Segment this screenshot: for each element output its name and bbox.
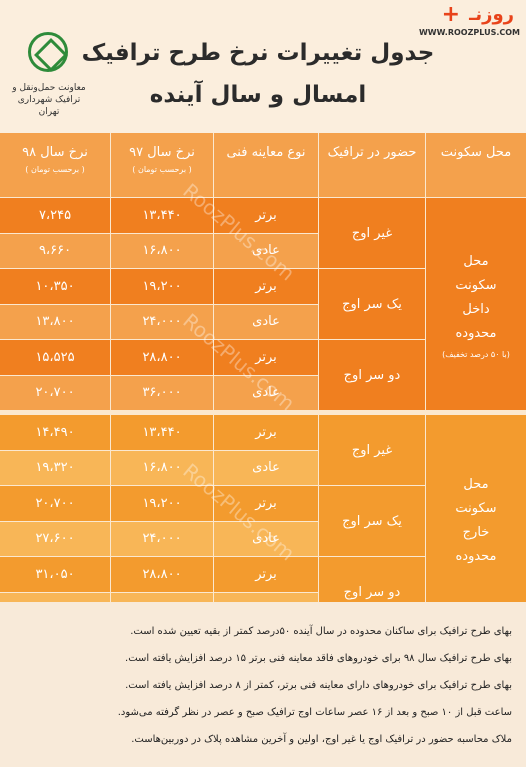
- table-cell-inspection: عادی: [214, 233, 318, 268]
- table-cell-rate97: ۲۴،۰۰۰: [111, 304, 213, 339]
- table-cell-rate97: ۱۳،۴۴۰: [111, 415, 213, 450]
- table-cell-presence: یک سر اوج: [319, 269, 425, 339]
- table-cell-rate98: ۱۹،۳۲۰: [0, 450, 110, 485]
- notes-section: بهای طرح ترافیک برای ساکنان محدوده در سا…: [0, 602, 526, 767]
- note-item: بهای طرح ترافیک سال ۹۸ برای خودروهای فاق…: [125, 653, 512, 664]
- table-cell-rate97: ۱۹،۲۰۰: [111, 269, 213, 304]
- table-cell-rate98: ۱۰،۳۵۰: [0, 269, 110, 304]
- municipality-logo-icon: [28, 32, 68, 72]
- table-cell-rate97: ۱۶،۸۰۰: [111, 450, 213, 485]
- table-cell-rate98: ۲۷،۶۰۰: [0, 521, 110, 556]
- header-rate-97: نرخ سال ۹۷ ( برحسب تومان ): [111, 133, 213, 197]
- table-cell-presence: غیر اوج: [319, 415, 425, 485]
- table-cell-rate98: ۹،۶۶۰: [0, 233, 110, 268]
- brand-name: روزنـ: [469, 4, 514, 25]
- table-cell-inspection: عادی: [214, 304, 318, 339]
- table-cell-inspection: برتر: [214, 269, 318, 304]
- table-cell-rate98: ۲۰،۷۰۰: [0, 375, 110, 410]
- table-cell-rate98: ۷،۲۴۵: [0, 198, 110, 233]
- table-cell-location: محل سکونت داخل محدوده (با ۵۰ درصد تخفیف): [426, 198, 526, 410]
- note-item: بهای طرح ترافیک برای خودروهای دارای معای…: [125, 680, 512, 691]
- header-rate-98: نرخ سال ۹۸ ( برحسب تومان ): [0, 133, 110, 197]
- page-subtitle: امسال و سال آینده: [149, 82, 367, 108]
- table-cell-rate97: ۳۶،۰۰۰: [111, 375, 213, 410]
- table-cell-inspection: عادی: [214, 521, 318, 556]
- brand-url: WWW.ROOZPLUS.COM: [418, 28, 520, 37]
- table-cell-inspection: عادی: [214, 375, 318, 410]
- note-item: بهای طرح ترافیک برای ساکنان محدوده در سا…: [130, 626, 512, 637]
- table-cell-presence: دو سر اوج: [319, 340, 425, 410]
- table-cell-rate98: ۱۳،۸۰۰: [0, 304, 110, 339]
- page-header: روزنـ + WWW.ROOZPLUS.COM معاونت حمل‌ونقل…: [0, 0, 526, 133]
- brand-logo: روزنـ + WWW.ROOZPLUS.COM: [419, 2, 520, 40]
- table-cell-rate97: ۱۹،۲۰۰: [111, 486, 213, 521]
- table-cell-presence: غیر اوج: [319, 198, 425, 268]
- table-cell-rate98: ۲۰،۷۰۰: [0, 486, 110, 521]
- table-cell-inspection: عادی: [214, 450, 318, 485]
- table-cell-inspection: برتر: [214, 486, 318, 521]
- table-cell-rate97: ۲۴،۰۰۰: [111, 521, 213, 556]
- brand-plus: +: [441, 2, 460, 27]
- location-label: محل سکونت داخل محدوده: [455, 253, 497, 341]
- table-cell-inspection: برتر: [214, 340, 318, 375]
- table-cell-location: محل سکونت خارج محدوده: [426, 415, 526, 627]
- location-label: محل سکونت خارج محدوده: [455, 477, 497, 564]
- note-item: ملاک محاسبه حضور در ترافیک اوج یا غیر او…: [131, 734, 512, 745]
- page-title: جدول تغییرات نرخ طرح ترافیک: [81, 40, 435, 66]
- table-cell-rate98: ۱۴،۴۹۰: [0, 415, 110, 450]
- table-cell-rate97: ۱۳،۴۴۰: [111, 198, 213, 233]
- header-presence: حضور در ترافیک: [319, 133, 425, 197]
- table-cell-rate97: ۲۸،۸۰۰: [111, 557, 213, 592]
- table-cell-presence: یک سر اوج: [319, 486, 425, 556]
- table-cell-inspection: برتر: [214, 415, 318, 450]
- header-location: محل سکونت: [426, 133, 526, 197]
- location-note: (با ۵۰ درصد تخفیف): [442, 349, 510, 359]
- table-cell-rate97: ۱۶،۸۰۰: [111, 233, 213, 268]
- note-item: ساعت قبل از ۱۰ صبح و بعد از ۱۶ عصر ساعات…: [117, 707, 512, 718]
- table-cell-rate98: ۳۱،۰۵۰: [0, 557, 110, 592]
- table-cell-rate98: ۱۵،۵۲۵: [0, 340, 110, 375]
- table-cell-rate97: ۲۸،۸۰۰: [111, 340, 213, 375]
- table-cell-inspection: برتر: [214, 557, 318, 592]
- organization-name: معاونت حمل‌ونقل و ترافیک شهرداری تهران: [12, 83, 86, 117]
- header-inspection: نوع معاینه فنی: [214, 133, 318, 197]
- table-cell-inspection: برتر: [214, 198, 318, 233]
